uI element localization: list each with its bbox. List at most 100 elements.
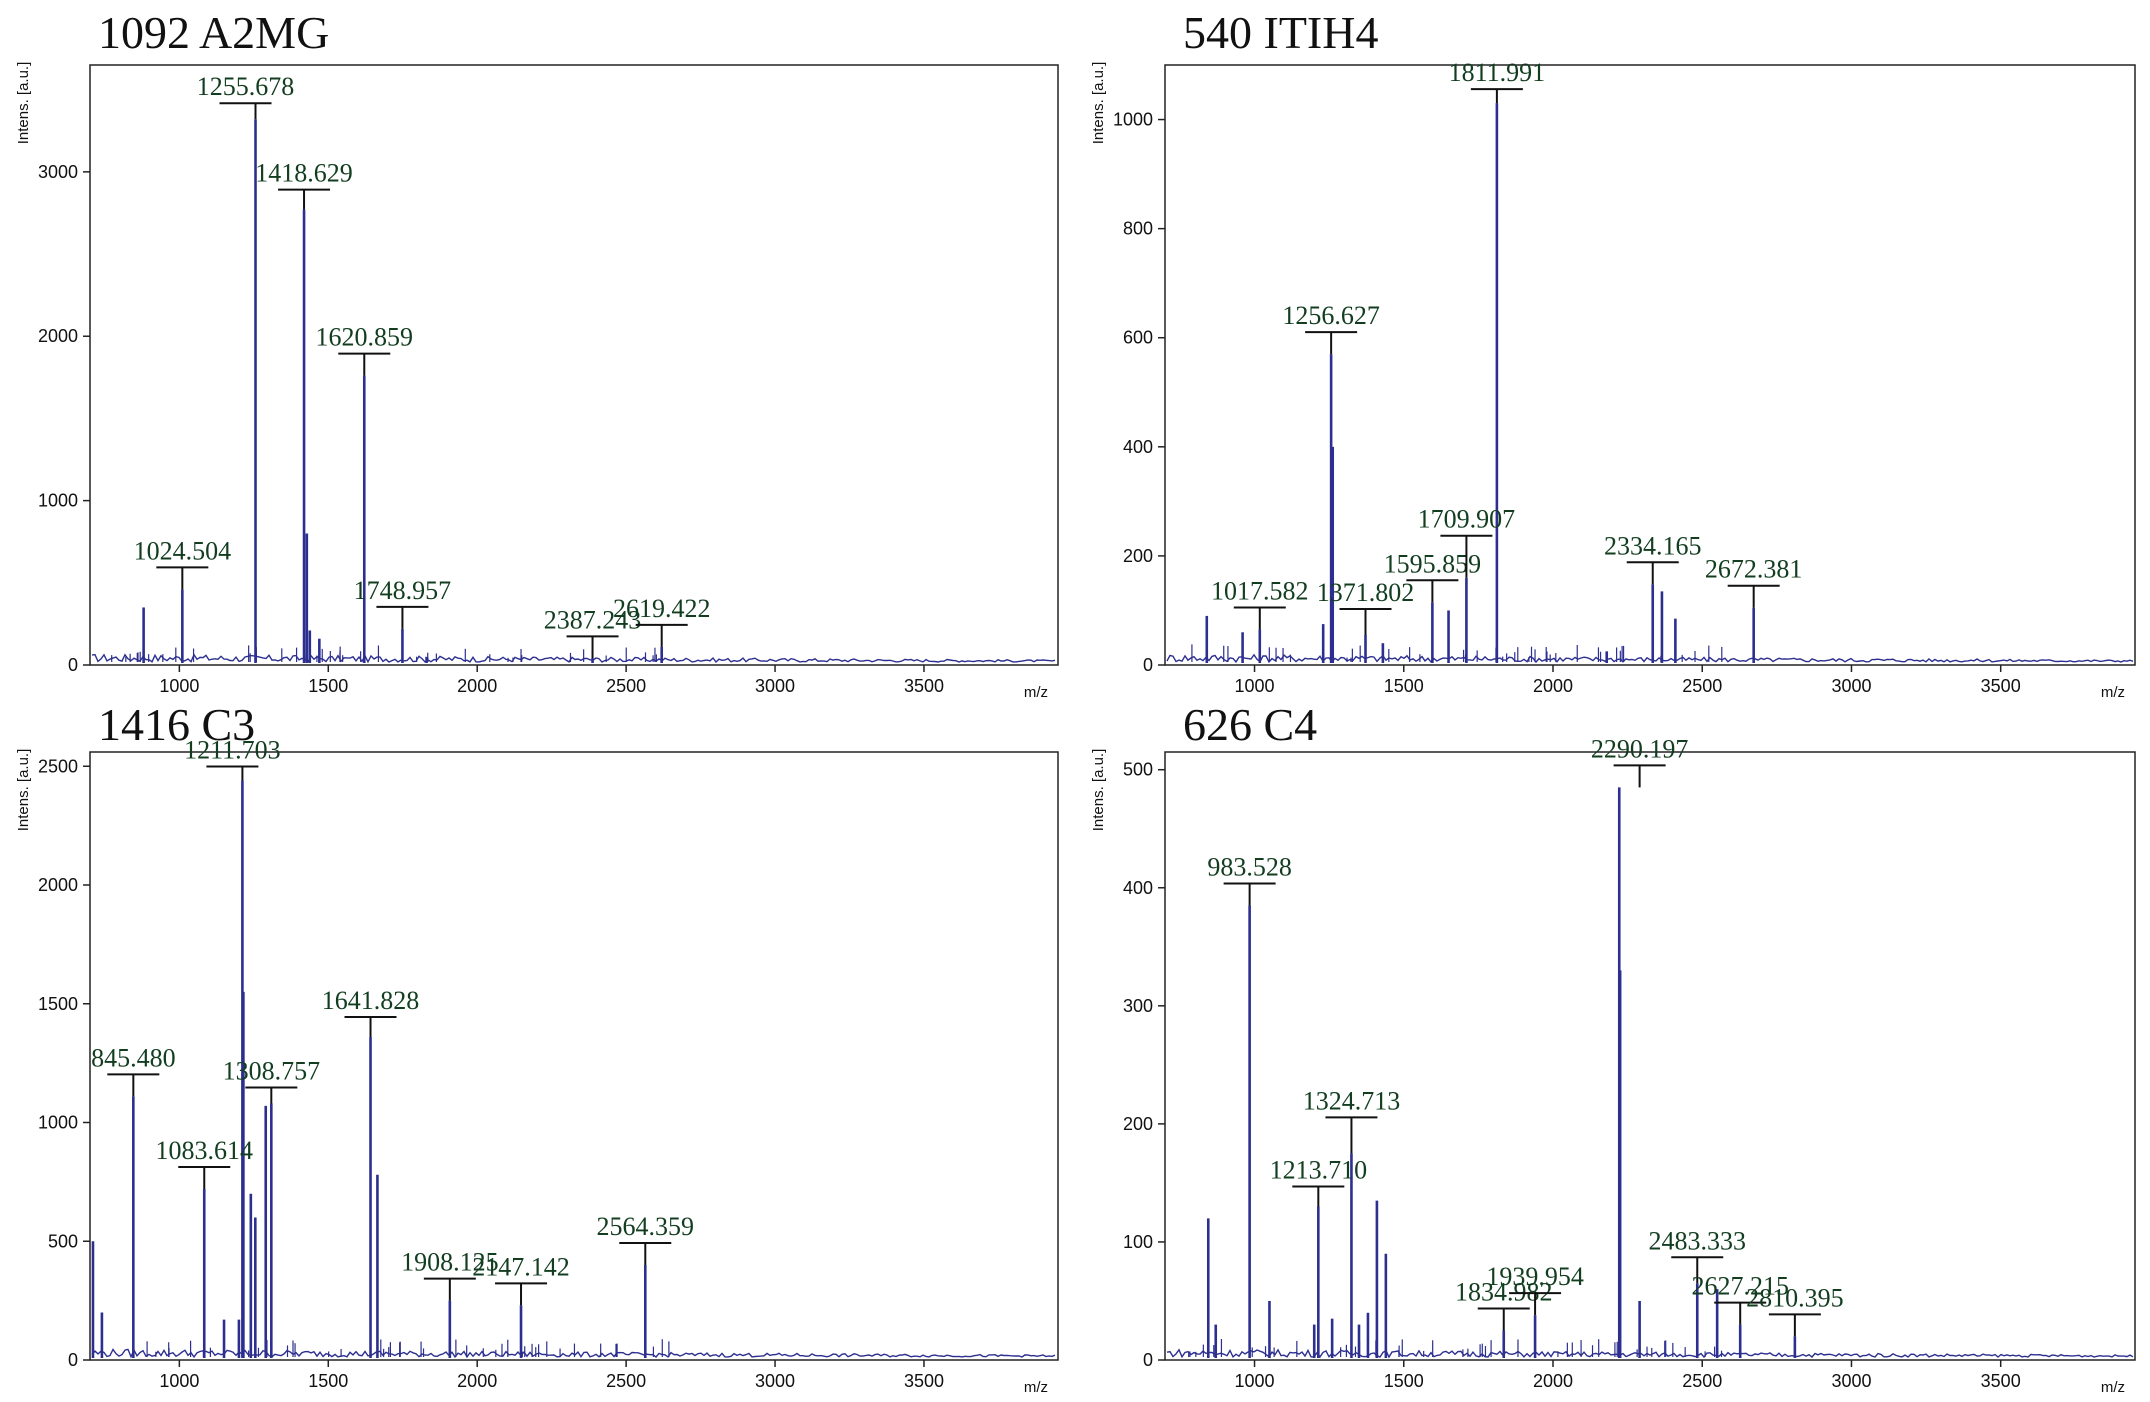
peak-label: 1213.710 [1270, 1156, 1368, 1185]
x-tick-label: 3000 [755, 1371, 795, 1391]
x-tick-label: 1000 [159, 676, 199, 696]
x-axis-label: m/z [2101, 684, 2125, 701]
peak-label: 1255.678 [197, 72, 295, 101]
spectrum-panel-a2mg: 1092 A2MG 0 1000 2000 3000 1000 1500 2000 2500 30… [15, 7, 1059, 701]
y-tick-label: 3000 [38, 162, 78, 182]
peak-label: 2672.381 [1705, 555, 1803, 584]
peak-label: 2627.215 [1691, 1272, 1789, 1301]
peak-label: 1939.954 [1486, 1262, 1584, 1291]
baseline-trace [1166, 1348, 2134, 1359]
y-tick-label: 300 [1123, 996, 1153, 1016]
panel-title: 1092 A2MG [98, 7, 329, 58]
peak-label: 1371.802 [1317, 578, 1415, 607]
peak-label: 2387.243 [544, 605, 642, 634]
x-tick-label: 3500 [904, 676, 944, 696]
y-tick-label: 500 [48, 1231, 78, 1251]
y-tick-label: 0 [68, 655, 78, 675]
x-tick-label: 1000 [1235, 676, 1275, 696]
peak-label: 1908.125 [401, 1248, 499, 1277]
plot-frame [89, 64, 1059, 666]
x-tick-label: 2000 [457, 676, 497, 696]
x-tick-label: 2500 [1682, 1371, 1722, 1391]
plot-frame [1164, 751, 2136, 1361]
x-tick-label: 1500 [1384, 1371, 1424, 1391]
y-tick-label: 200 [1123, 546, 1153, 566]
y-tick-label: 2500 [38, 756, 78, 776]
x-tick-label: 1500 [308, 676, 348, 696]
x-tick-label: 2500 [606, 1371, 646, 1391]
x-tick-label: 2000 [457, 1371, 497, 1391]
y-axis-label: Intens. [a.u.] [1090, 749, 1107, 832]
x-tick-label: 1000 [1235, 1371, 1275, 1391]
spectrum-panel-c3: 1416 C3 0 500 1000 1500 2000 2500 1000 1500 2000 2… [15, 699, 1059, 1396]
peak-label: 1641.828 [322, 986, 420, 1015]
peak-label: 2334.165 [1604, 531, 1702, 560]
y-tick-label: 1000 [1113, 110, 1153, 130]
y-tick-label: 100 [1123, 1232, 1153, 1252]
x-tick-label: 2500 [606, 676, 646, 696]
x-tick-label: 3500 [1981, 676, 2021, 696]
y-tick-label: 1000 [38, 491, 78, 511]
panel-title: 540 ITIH4 [1183, 7, 1378, 58]
peak-label: 1324.713 [1303, 1086, 1401, 1115]
y-axis-label: Intens. [a.u.] [15, 749, 32, 832]
y-tick-label: 0 [68, 1350, 78, 1370]
x-tick-label: 2000 [1533, 1371, 1573, 1391]
panel-title: 626 C4 [1183, 699, 1317, 750]
y-tick-label: 500 [1123, 760, 1153, 780]
peak-label: 2810.395 [1746, 1283, 1844, 1312]
peak-label: 2290.197 [1591, 734, 1689, 763]
x-tick-label: 1000 [159, 1371, 199, 1391]
peak-label: 983.528 [1207, 852, 1292, 881]
plot-frame [89, 751, 1059, 1361]
peak-label: 2483.333 [1649, 1226, 1747, 1255]
x-tick-label: 3500 [1981, 1371, 2021, 1391]
x-axis-label: m/z [1024, 1379, 1048, 1396]
peak-label: 1595.859 [1384, 549, 1482, 578]
x-tick-label: 3500 [904, 1371, 944, 1391]
y-tick-label: 200 [1123, 1114, 1153, 1134]
x-axis-label: m/z [1024, 684, 1048, 701]
x-tick-label: 3000 [1831, 676, 1871, 696]
y-tick-label: 1000 [38, 1113, 78, 1133]
y-tick-label: 2000 [38, 326, 78, 346]
peak-label: 1017.582 [1211, 577, 1309, 606]
peak-label: 1709.907 [1418, 505, 1516, 534]
y-tick-label: 1500 [38, 994, 78, 1014]
x-tick-label: 1500 [308, 1371, 348, 1391]
peak-label: 1024.504 [134, 536, 232, 565]
x-tick-label: 3000 [1831, 1371, 1871, 1391]
y-axis-label: Intens. [a.u.] [15, 62, 32, 145]
baseline-trace [91, 1348, 1056, 1359]
x-tick-label: 3000 [755, 676, 795, 696]
peak-label: 1834.982 [1455, 1277, 1553, 1306]
peak-label: 2619.422 [613, 594, 711, 623]
y-tick-label: 400 [1123, 437, 1153, 457]
panel-title: 1416 C3 [98, 699, 255, 750]
peak-label: 1308.757 [223, 1057, 321, 1086]
x-axis-label: m/z [2101, 1379, 2125, 1396]
peak-label: 1811.991 [1449, 58, 1546, 87]
peak-label: 1620.859 [316, 323, 414, 352]
peak-label: 2564.359 [597, 1212, 695, 1241]
peak-label: 1748.957 [354, 576, 452, 605]
peak-label: 2147.142 [472, 1252, 570, 1281]
peak-label: 1211.703 [184, 736, 281, 765]
peak-label: 1418.629 [255, 159, 353, 188]
peak-label: 845.480 [91, 1043, 176, 1072]
peak-label: 1083.614 [156, 1136, 254, 1165]
peak-label: 1256.627 [1282, 301, 1380, 330]
y-tick-label: 0 [1143, 1350, 1153, 1370]
y-tick-label: 800 [1123, 219, 1153, 239]
x-tick-label: 2500 [1682, 676, 1722, 696]
y-tick-label: 2000 [38, 875, 78, 895]
spectrum-panel-c4: 626 C4 0 100 200 300 400 500 1000 1500 2000 2500 30… [1090, 699, 2136, 1396]
baseline-trace [91, 653, 1056, 664]
y-tick-label: 600 [1123, 328, 1153, 348]
spectrum-panel-itih4: 540 ITIH4 0 200 400 600 800 1000 1000 1500 2000 25… [1090, 7, 2136, 701]
y-tick-label: 0 [1143, 655, 1153, 675]
y-tick-label: 400 [1123, 878, 1153, 898]
y-axis-label: Intens. [a.u.] [1090, 62, 1107, 145]
baseline-trace [1166, 653, 2134, 664]
